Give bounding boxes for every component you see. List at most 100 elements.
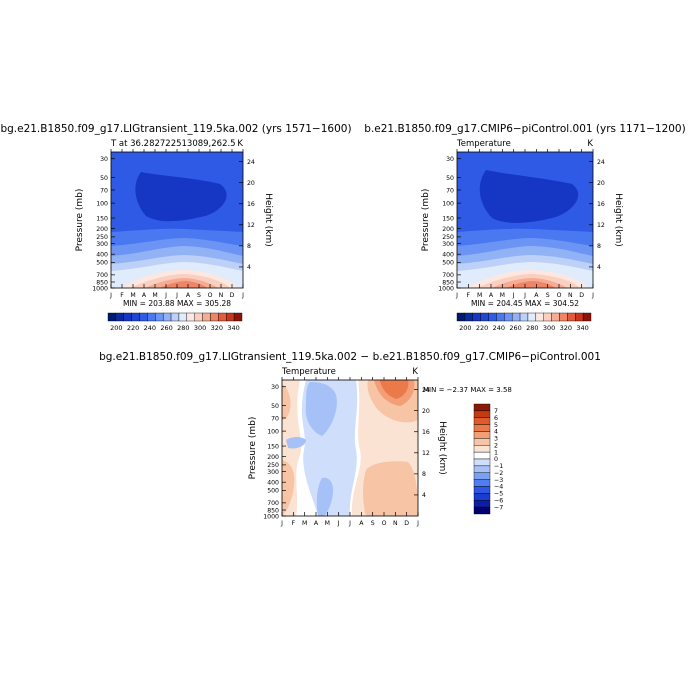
colorbar-swatch <box>473 493 491 501</box>
colorbar-swatch <box>473 458 491 467</box>
pressure-tick-label: 850 <box>96 279 108 286</box>
colorbar-label: 240 <box>144 324 156 332</box>
pressure-tick-label: 300 <box>96 241 108 248</box>
panel-3-title: bg.e21.B1850.f09_g17.LIGtransient_119.5k… <box>99 351 601 363</box>
colorbar-label: 1 <box>494 449 498 456</box>
month-tick-label: D <box>579 292 584 299</box>
colorbar-swatch <box>473 431 491 439</box>
colorbar-swatch <box>575 312 584 322</box>
panel-2-variable-label: Temperature <box>456 139 511 149</box>
panel-3-minmax: MIN = −2.37 MAX = 3.58 <box>423 386 512 394</box>
pressure-tick-label: 500 <box>442 260 454 267</box>
height-tick-label: 8 <box>422 471 426 478</box>
panel-2-title: b.e21.B1850.f09_g17.CMIP6−piControl.001 … <box>364 123 685 135</box>
colorbar-swatch <box>202 312 211 322</box>
month-tick-label: F <box>120 292 124 299</box>
month-tick-label: J <box>337 520 340 527</box>
colorbar-label: −3 <box>494 477 503 484</box>
pressure-tick-label: 100 <box>267 428 279 435</box>
month-tick-label: A <box>534 292 539 299</box>
month-tick-label: J <box>416 520 419 527</box>
height-tick-label: 16 <box>422 429 430 436</box>
pressure-tick-label: 70 <box>100 187 108 194</box>
month-tick-label: S <box>371 520 375 527</box>
month-tick-label: S <box>546 292 550 299</box>
panel-3-positive-lower-left <box>282 460 295 516</box>
colorbar-swatch <box>107 312 117 322</box>
colorbar-swatch <box>456 312 466 322</box>
colorbar-label: 7 <box>494 408 498 415</box>
colorbar-label: 200 <box>110 324 122 332</box>
colorbar-swatch <box>543 312 552 322</box>
colorbar-label: 260 <box>509 324 521 332</box>
colorbar-swatch <box>233 312 243 322</box>
colorbar-swatch <box>147 312 156 322</box>
month-tick-label: D <box>230 292 235 299</box>
colorbar-swatch <box>511 312 521 322</box>
pressure-tick-label: 300 <box>442 241 454 248</box>
panel-3-height-axis-label: Height (km) <box>437 421 447 475</box>
colorbar-label: 4 <box>494 429 498 436</box>
colorbar-label: 320 <box>211 324 223 332</box>
panel-1: bg.e21.B1850.f09_g17.LIGtransient_119.5k… <box>0 123 351 332</box>
colorbar-swatch <box>567 312 576 322</box>
panel-2-plot <box>457 152 593 288</box>
height-tick-label: 4 <box>247 264 251 271</box>
colorbar-swatch <box>194 312 203 322</box>
colorbar-swatch <box>473 410 491 418</box>
month-tick-label: J <box>523 292 526 299</box>
colorbar-label: 220 <box>476 324 488 332</box>
height-tick-label: 12 <box>597 222 605 229</box>
month-tick-label: A <box>489 292 494 299</box>
colorbar-swatch <box>473 506 491 515</box>
height-tick-label: 16 <box>247 201 255 208</box>
colorbar-swatch <box>473 472 491 480</box>
pressure-tick-label: 700 <box>96 272 108 279</box>
month-tick-label: O <box>557 292 562 299</box>
panel-3-negative-core-upper <box>305 382 337 436</box>
colorbar-swatch <box>473 479 491 487</box>
colorbar-label: 220 <box>127 324 139 332</box>
colorbar-label: 340 <box>576 324 588 332</box>
panel-1-band-305 <box>160 281 207 288</box>
pressure-tick-label: 400 <box>442 252 454 259</box>
colorbar-label: −5 <box>494 491 503 498</box>
colorbar-swatch <box>186 312 195 322</box>
pressure-tick-label: 100 <box>96 200 108 207</box>
height-tick-label: 12 <box>422 450 430 457</box>
colorbar-label: 6 <box>494 415 498 422</box>
height-tick-label: 20 <box>247 180 255 187</box>
colorbar-label: 260 <box>160 324 172 332</box>
pressure-tick-label: 1000 <box>263 513 279 520</box>
month-tick-label: A <box>359 520 364 527</box>
height-tick-label: 4 <box>597 264 601 271</box>
colorbar-label: 0 <box>494 456 498 463</box>
month-tick-label: D <box>404 520 409 527</box>
month-tick-label: J <box>591 292 594 299</box>
height-tick-label: 8 <box>247 243 251 250</box>
month-tick-label: A <box>186 292 191 299</box>
colorbar-label: −7 <box>494 504 503 511</box>
colorbar-swatch <box>472 312 481 322</box>
height-tick-label: 24 <box>597 159 605 166</box>
month-tick-label: M <box>477 292 482 299</box>
height-tick-label: 24 <box>247 159 255 166</box>
panel-2-height-axis: 24 20 16 12 8 4 <box>456 149 605 271</box>
pressure-tick-label: 250 <box>96 234 108 241</box>
pressure-tick-label: 400 <box>267 480 279 487</box>
panel-2-cold-core <box>479 170 579 223</box>
colorbar-swatch <box>519 312 529 322</box>
month-tick-label: M <box>325 520 330 527</box>
colorbar-swatch <box>123 312 132 322</box>
panel-3: bg.e21.B1850.f09_g17.LIGtransient_119.5k… <box>99 351 601 527</box>
month-tick-label: J <box>175 292 178 299</box>
pressure-tick-label: 850 <box>442 279 454 286</box>
colorbar-swatch <box>504 312 513 322</box>
month-tick-label: M <box>302 520 307 527</box>
month-tick-label: N <box>219 292 224 299</box>
